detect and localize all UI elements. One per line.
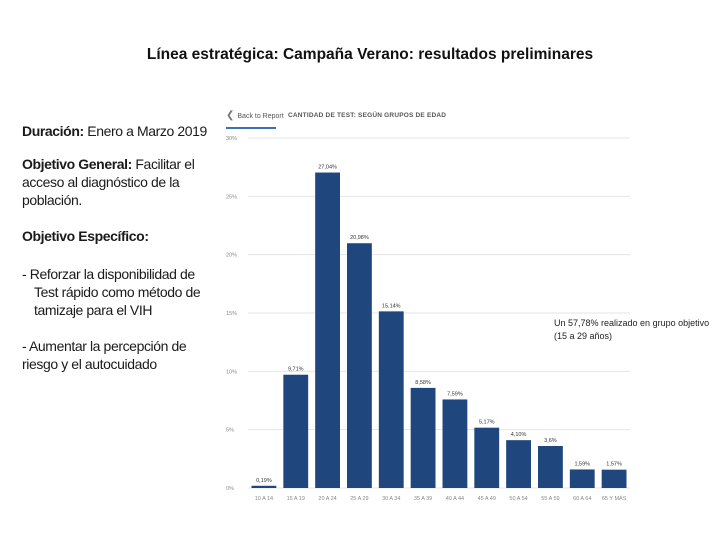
chart-caption: CANTIDAD DE TEST: SEGÚN GRUPOS DE EDAD <box>288 112 447 119</box>
x-tick-label: 40 A 44 <box>446 496 464 502</box>
bar-value-label: 20,98% <box>350 235 369 241</box>
duration-line: Duración: Enero a Marzo 2019 <box>22 122 222 140</box>
bar-value-label: 5,17% <box>479 420 495 426</box>
specific-objective-label: Objetivo Específico: <box>22 228 149 244</box>
objective-bullet-2: - Aumentar la percepción de riesgo y el … <box>22 338 187 372</box>
general-objective-label: Objetivo General: <box>22 156 132 172</box>
x-tick-label: 50 A 54 <box>509 496 527 502</box>
slide-title: Línea estratégica: Campaña Verano: resul… <box>146 46 594 63</box>
bar-value-label: 7,59% <box>447 391 463 397</box>
tab-underline <box>226 127 276 129</box>
y-tick-label: 0% <box>226 486 234 492</box>
bar <box>442 399 468 488</box>
bar <box>315 172 340 488</box>
general-objective: Objetivo General: Facilitar el acceso al… <box>22 155 222 209</box>
x-tick-label: 65 Y MÁS <box>602 495 627 502</box>
general-objective-value: Facilitar el acceso al diagnóstico de la… <box>22 156 195 208</box>
bar <box>538 446 563 488</box>
chevron-left-icon: ❮ <box>226 110 235 121</box>
duration-value: Enero a Marzo 2019 <box>87 123 207 139</box>
bar-value-label: 9,71% <box>288 367 304 373</box>
bar <box>601 469 627 488</box>
bar-value-label: 1,59% <box>574 461 590 467</box>
bar <box>410 387 436 488</box>
objective-bullet-1: - Reforzar la disponibilidad de Test ráp… <box>22 266 201 318</box>
specific-objective-heading: Objetivo Específico: <box>22 227 222 245</box>
bar-value-label: 27,04% <box>318 165 337 171</box>
y-tick-label: 15% <box>226 311 237 317</box>
bar <box>506 440 531 488</box>
x-tick-label: 45 A 49 <box>478 496 496 502</box>
bar <box>474 427 500 488</box>
bar-value-label: 4,10% <box>511 432 527 438</box>
objectives-panel: Duración: Enero a Marzo 2019 Objetivo Ge… <box>22 122 222 373</box>
bar-value-label: 0,19% <box>256 478 272 484</box>
x-tick-label: 15 A 19 <box>287 496 305 502</box>
bar-value-label: 8,58% <box>415 380 431 386</box>
x-tick-label: 60 A 64 <box>573 496 591 502</box>
back-to-report-label: Back to Report <box>237 113 284 120</box>
x-tick-label: 20 A 24 <box>318 496 336 502</box>
bar <box>347 243 372 488</box>
bar <box>569 469 595 488</box>
y-tick-label: 20% <box>226 253 237 259</box>
bar-value-label: 1,57% <box>606 462 622 468</box>
x-tick-label: 30 A 34 <box>382 496 400 502</box>
bar <box>251 485 277 488</box>
bar-value-label: 3,6% <box>544 438 557 444</box>
target-group-annotation: Un 57,78% realizado en grupo objetivo (1… <box>554 318 710 341</box>
bar <box>283 374 309 488</box>
x-tick-label: 55 A 59 <box>541 496 559 502</box>
y-tick-label: 10% <box>226 369 237 375</box>
x-tick-label: 25 A 29 <box>350 496 368 502</box>
age-group-bar-chart: 0% 5% 10% 15% 20% 25% 30% 0,19% 10 A 14 9,71% 15 A… <box>226 136 630 502</box>
y-tick-label: 5% <box>226 428 234 434</box>
y-tick-label: 25% <box>226 194 237 200</box>
back-to-report-link[interactable]: ❮ Back to Report <box>226 110 284 121</box>
x-tick-label: 10 A 14 <box>255 496 273 502</box>
duration-label: Duración: <box>22 123 84 139</box>
bar-value-label: 15,14% <box>382 303 401 309</box>
bar <box>378 311 404 488</box>
y-tick-label: 30% <box>226 136 237 142</box>
x-tick-label: 35 A 39 <box>414 496 432 502</box>
